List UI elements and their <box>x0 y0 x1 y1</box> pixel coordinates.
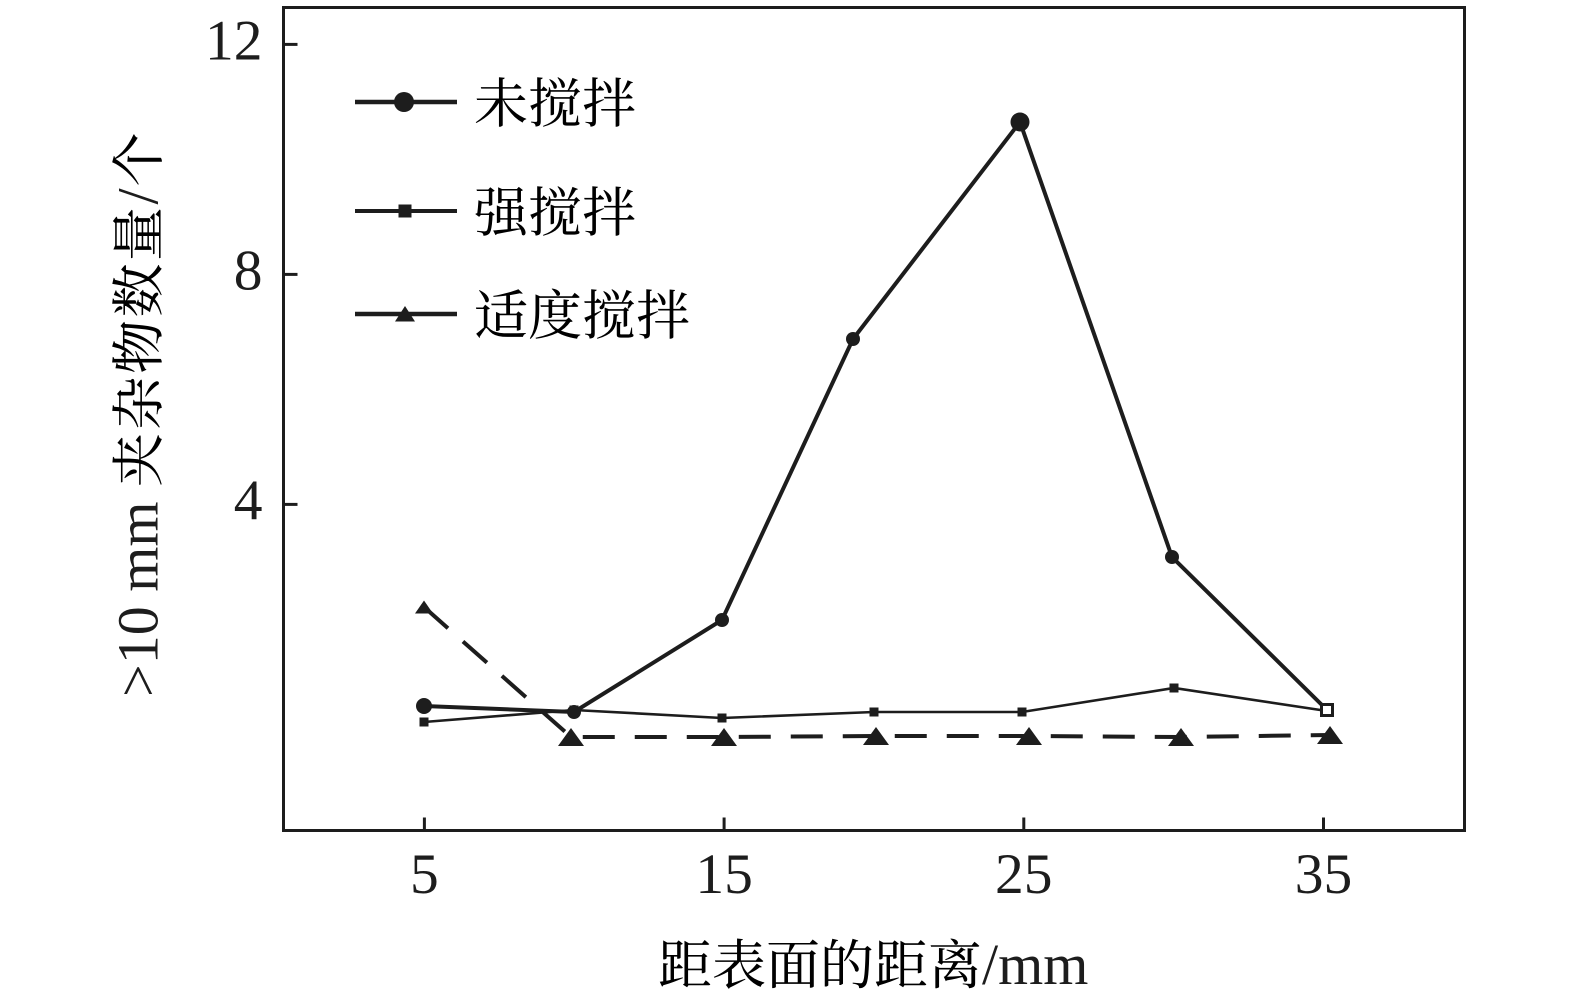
svg-text:/: / <box>106 188 171 205</box>
svg-text:/mm: /mm <box>982 932 1088 997</box>
svg-text:>10 mm: >10 mm <box>106 502 171 697</box>
svg-text:8: 8 <box>234 240 263 303</box>
svg-text:15: 15 <box>695 843 753 906</box>
svg-text:4: 4 <box>234 470 263 533</box>
svg-text:12: 12 <box>205 10 263 73</box>
svg-text:25: 25 <box>995 843 1053 906</box>
svg-text:5: 5 <box>410 843 439 906</box>
svg-text:35: 35 <box>1295 843 1353 906</box>
